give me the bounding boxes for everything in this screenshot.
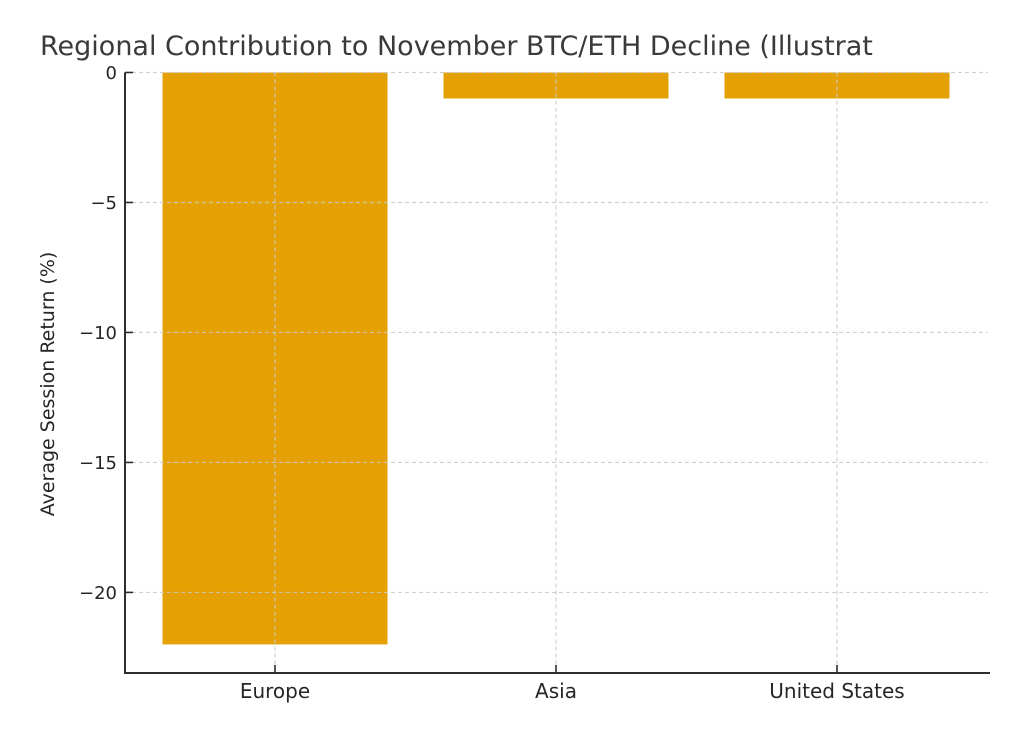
y-tick-label: −10 [79, 323, 117, 344]
y-tick-label: 0 [106, 63, 117, 84]
x-category-label: Asia [535, 679, 577, 703]
y-tick-label: −20 [79, 583, 117, 604]
chart-title: Regional Contribution to November BTC/ET… [40, 31, 873, 62]
x-category-label: United States [769, 679, 904, 703]
x-category-label: Europe [240, 679, 310, 703]
y-tick-label: −15 [79, 453, 117, 474]
y-tick-label: −5 [90, 193, 117, 214]
